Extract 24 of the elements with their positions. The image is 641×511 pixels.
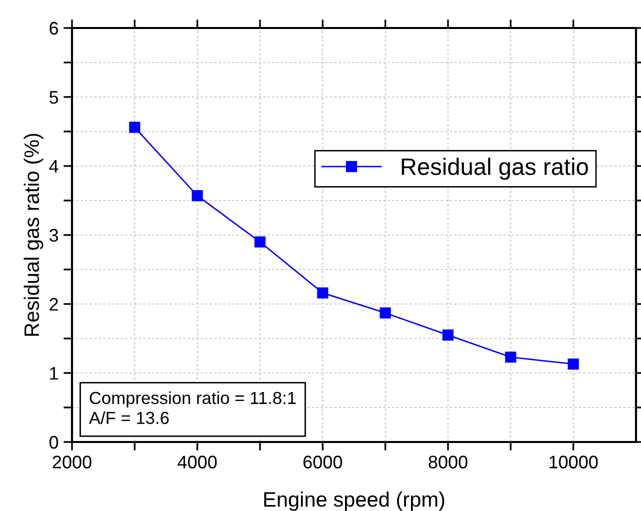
point bbox=[442, 329, 454, 341]
point bbox=[505, 352, 516, 363]
x-axis-title: Engine speed (rpm) bbox=[264, 491, 444, 511]
point bbox=[192, 190, 203, 202]
y-tick-label: 6 bbox=[50, 22, 58, 35]
point bbox=[317, 287, 328, 299]
y-tick-label: 0 bbox=[49, 436, 58, 449]
x-tick-label: 4000 bbox=[178, 456, 217, 468]
legend-label: Residual gas ratio bbox=[402, 158, 588, 180]
y-tick-label: 4 bbox=[49, 160, 58, 173]
y-tick-label: 1 bbox=[50, 367, 58, 380]
y-tick-label: 3 bbox=[49, 228, 58, 242]
point bbox=[380, 307, 391, 319]
y-axis-title: Residual gas ratio (%) bbox=[24, 134, 44, 336]
annotation: Compression ratio = 11.8:1 A/F = 13.6 bbox=[88, 391, 296, 424]
x-tick-label: 6000 bbox=[304, 456, 342, 468]
x-tick-label: 2000 bbox=[52, 456, 92, 468]
y-tick-label: 5 bbox=[49, 91, 58, 104]
y-tick-label: 2 bbox=[50, 298, 58, 311]
x-tick-label: 8000 bbox=[428, 456, 468, 468]
point bbox=[568, 358, 579, 370]
x-tick-label: 10000 bbox=[550, 456, 598, 468]
point bbox=[129, 122, 140, 133]
point bbox=[254, 236, 266, 248]
